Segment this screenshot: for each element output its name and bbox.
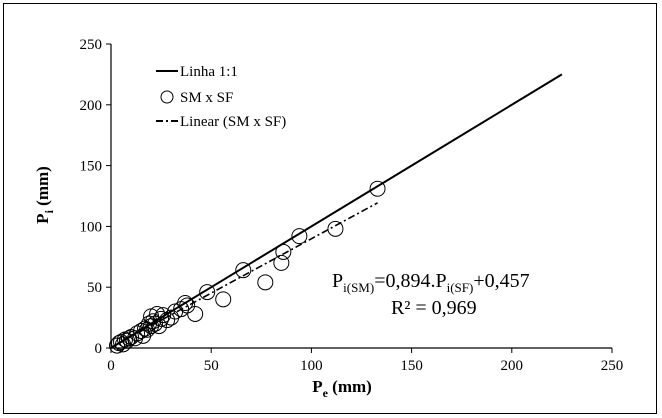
data-point — [179, 297, 196, 314]
legend-label-linear: Linear (SM x SF) — [180, 114, 286, 130]
data-point — [109, 337, 126, 354]
data-point — [177, 295, 194, 312]
x-tick-label: 0 — [107, 358, 115, 374]
data-point — [145, 313, 162, 330]
data-point — [121, 330, 138, 347]
ticks: 0 50 100 150 200 250 0 50 100 150 200 250 — [80, 37, 624, 374]
y-axis-label: Pi (mm) — [33, 166, 56, 224]
y-tick-label: 200 — [80, 98, 103, 114]
legend-label-smsf: SM x SF — [180, 90, 233, 106]
data-point — [147, 315, 164, 332]
legend-circle-icon — [160, 90, 174, 104]
data-point — [163, 309, 180, 326]
y-tick-label: 250 — [80, 37, 103, 53]
data-point — [215, 291, 232, 308]
x-tick-label: 200 — [501, 358, 524, 374]
y-tick-label: 150 — [80, 159, 103, 175]
equation-text: Pi(SM)=0,894.Pi(SF)+0,457 — [332, 270, 530, 295]
line-1to1 — [110, 73, 563, 349]
data-point — [155, 307, 172, 324]
axes — [110, 44, 612, 349]
legend-label-linha: Linha 1:1 — [180, 64, 238, 80]
data-points — [109, 180, 386, 354]
y-tick-label: 0 — [95, 341, 103, 357]
data-point — [141, 315, 158, 332]
data-point — [187, 305, 204, 322]
x-tick-label: 250 — [601, 358, 624, 374]
data-point — [291, 228, 308, 245]
x-tick-label: 150 — [400, 358, 423, 374]
x-axis-label: Pe (mm) — [312, 377, 372, 400]
r-squared-text: R² = 0,969 — [391, 297, 477, 319]
data-point — [275, 243, 292, 260]
y-tick-label: 100 — [80, 219, 103, 235]
data-point — [273, 254, 290, 271]
x-tick-label: 50 — [204, 358, 219, 374]
data-point — [327, 220, 344, 237]
x-tick-label: 100 — [300, 358, 323, 374]
data-point — [151, 318, 168, 335]
data-point — [159, 312, 176, 329]
data-point — [369, 180, 386, 197]
data-point — [235, 262, 252, 279]
data-point — [257, 274, 274, 291]
y-tick-label: 50 — [87, 280, 102, 296]
legend: Linha 1:1 SM x SF Linear (SM x SF) — [156, 64, 286, 130]
data-point — [153, 310, 170, 327]
data-point — [199, 284, 216, 301]
